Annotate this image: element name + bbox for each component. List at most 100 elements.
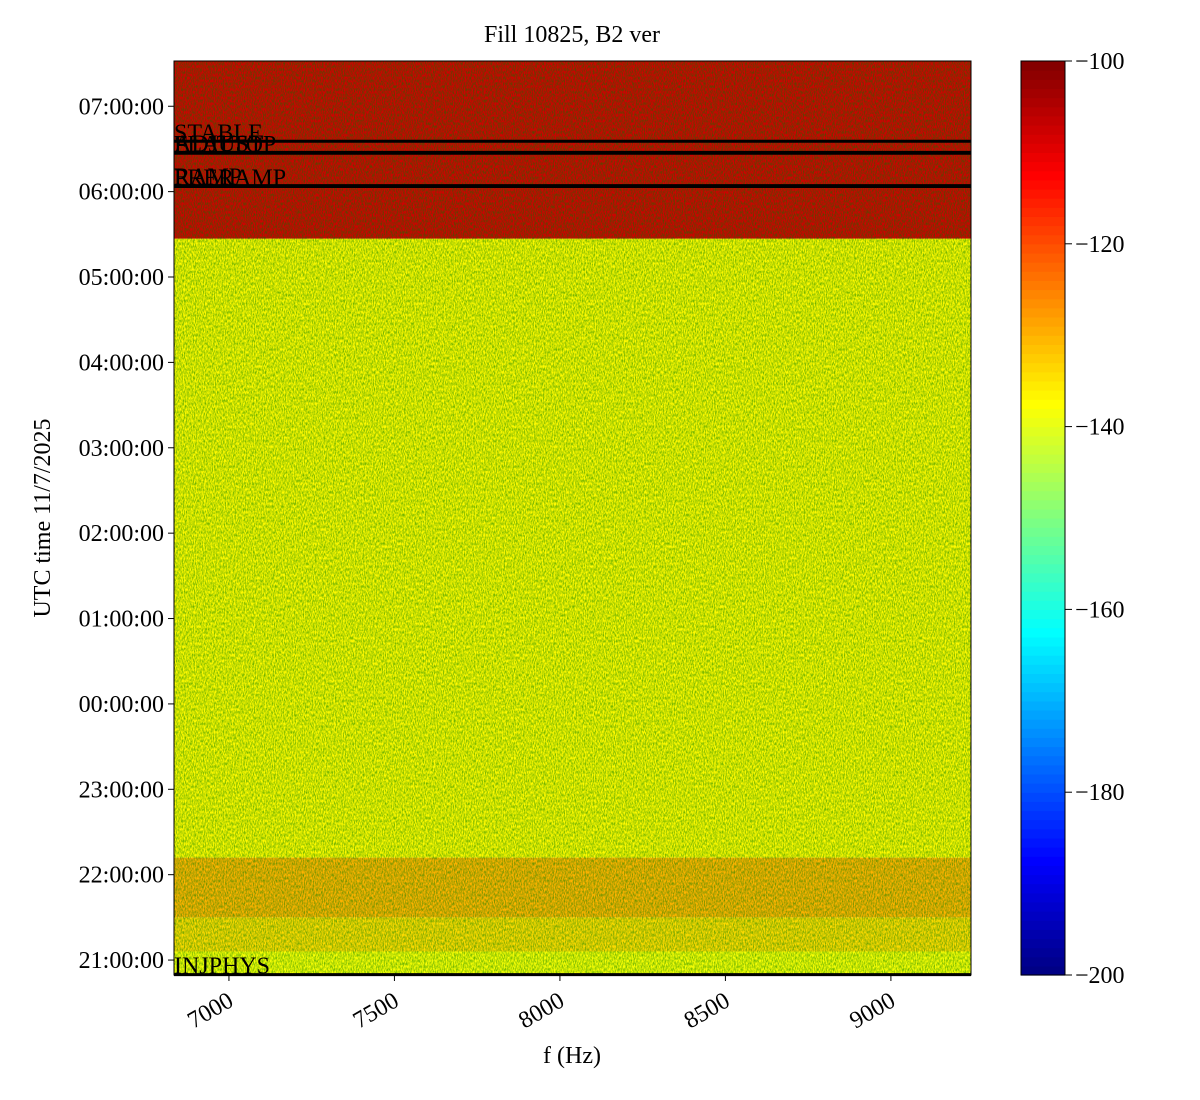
y-tick-label: 03:00:00: [79, 436, 164, 462]
colorbar-segment: [1021, 527, 1065, 537]
y-tick-label: 22:00:00: [79, 863, 164, 889]
colorbar-segment: [1021, 481, 1065, 492]
colorbar-segment: [1021, 783, 1065, 793]
colorbar-segment: [1021, 408, 1065, 419]
colorbar-segment: [1021, 636, 1065, 647]
colorbar-segment: [1021, 463, 1065, 473]
colorbar-segment: [1021, 856, 1065, 866]
colorbar-segment: [1021, 152, 1065, 163]
colorbar-segment: [1021, 216, 1065, 227]
colorbar-segment: [1021, 655, 1065, 665]
colorbar-segment: [1021, 828, 1065, 839]
colorbar-segment: [1021, 399, 1065, 409]
colorbar-segment: [1021, 938, 1065, 949]
colorbar-segment: [1021, 965, 1065, 976]
colorbar-segment: [1021, 865, 1065, 876]
x-tick-label: 8000: [514, 988, 569, 1035]
colorbar-segment: [1021, 79, 1065, 90]
colorbar-segment: [1021, 371, 1065, 382]
colorbar-segment: [1021, 198, 1065, 208]
colorbar-segment: [1021, 161, 1065, 172]
x-tick-label: 9000: [845, 988, 900, 1035]
x-tick-label: 8500: [680, 988, 735, 1035]
colorbar-segment: [1021, 600, 1065, 610]
colorbar-segment: [1021, 700, 1065, 711]
colorbar-segment: [1021, 134, 1065, 144]
colorbar-segment: [1021, 380, 1065, 391]
y-tick-label: 04:00:00: [79, 350, 164, 376]
colorbar-tick-label: −160: [1075, 597, 1125, 623]
y-tick-label: 06:00:00: [79, 180, 164, 206]
x-axis-label: f (Hz): [543, 1043, 601, 1069]
colorbar-segment: [1021, 883, 1065, 894]
colorbar-segment: [1021, 454, 1065, 464]
colorbar-segment: [1021, 124, 1065, 135]
colorbar-segment: [1021, 682, 1065, 693]
colorbar-tick-label: −100: [1075, 49, 1125, 75]
y-axis-label: UTC time 11/7/2025: [30, 418, 56, 617]
colorbar-segment: [1021, 490, 1065, 501]
colorbar-segment: [1021, 892, 1065, 903]
colorbar-segment: [1021, 179, 1065, 190]
event-label: RAMP: [174, 165, 242, 191]
colorbar-segment: [1021, 115, 1065, 126]
colorbar-segment: [1021, 207, 1065, 217]
colorbar-segment: [1021, 773, 1065, 784]
colorbar-segment: [1021, 947, 1065, 958]
colorbar-segment: [1021, 746, 1065, 757]
colorbar-segment: [1021, 728, 1065, 738]
colorbar-segment: [1021, 956, 1065, 967]
colorbar-segment: [1021, 911, 1065, 921]
event-label: ADJUST: [174, 131, 264, 157]
colorbar-segment: [1021, 362, 1065, 373]
noise-texture: [174, 61, 971, 975]
colorbar-segment: [1021, 929, 1065, 940]
y-tick-label: 00:00:00: [79, 692, 164, 718]
colorbar-segment: [1021, 819, 1065, 830]
colorbar-segment: [1021, 225, 1065, 236]
colorbar-segment: [1021, 755, 1065, 766]
colorbar-segment: [1021, 545, 1065, 556]
colorbar-segment: [1021, 554, 1065, 565]
colorbar-segment: [1021, 88, 1065, 99]
colorbar-segment: [1021, 664, 1065, 674]
colorbar-segment: [1021, 709, 1065, 720]
y-tick-label: 05:00:00: [79, 265, 164, 291]
event-label: STABLE: [174, 120, 263, 146]
y-tick-label: 07:00:00: [79, 94, 164, 120]
colorbar-segment: [1021, 518, 1065, 528]
colorbar-segment: [1021, 298, 1065, 309]
colorbar-segment: [1021, 262, 1065, 272]
colorbar-segment: [1021, 837, 1065, 848]
colorbar-segment: [1021, 563, 1065, 574]
colorbar-segment: [1021, 810, 1065, 821]
colorbar-segment: [1021, 97, 1065, 108]
colorbar-segment: [1021, 335, 1065, 345]
colorbar-segment: [1021, 472, 1065, 483]
colorbar-segment: [1021, 307, 1065, 318]
colorbar-segment: [1021, 719, 1065, 729]
colorbar-segment: [1021, 920, 1065, 930]
y-tick-label: 21:00:00: [79, 948, 164, 974]
colorbar-segment: [1021, 61, 1065, 71]
plot-frame: [173, 60, 972, 976]
colorbar-segment: [1021, 572, 1065, 583]
colorbar-segment: [1021, 874, 1065, 885]
colorbar-segment: [1021, 243, 1065, 254]
colorbar-segment: [1021, 764, 1065, 775]
colorbar-tick-label: −180: [1075, 780, 1125, 806]
colorbar-frame: [1020, 60, 1066, 976]
colorbar-segment: [1021, 271, 1065, 281]
colorbar-segment: [1021, 508, 1065, 519]
colorbar-segment: [1021, 591, 1065, 601]
colorbar-segment: [1021, 252, 1065, 263]
colorbar-segment: [1021, 581, 1065, 592]
colorbar-segment: [1021, 847, 1065, 857]
colorbar-segment: [1021, 801, 1065, 812]
y-tick-label: 01:00:00: [79, 607, 164, 633]
colorbar-segment: [1021, 143, 1065, 153]
colorbar-segment: [1021, 70, 1065, 80]
event-label: FLATTOP: [174, 132, 276, 158]
colorbar-segment: [1021, 792, 1065, 802]
colorbar-tick-label: −120: [1075, 232, 1125, 258]
